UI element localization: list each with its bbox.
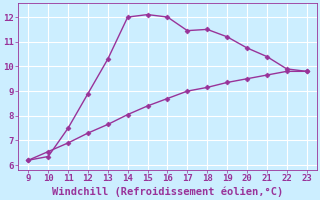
X-axis label: Windchill (Refroidissement éolien,°C): Windchill (Refroidissement éolien,°C) [52, 186, 283, 197]
